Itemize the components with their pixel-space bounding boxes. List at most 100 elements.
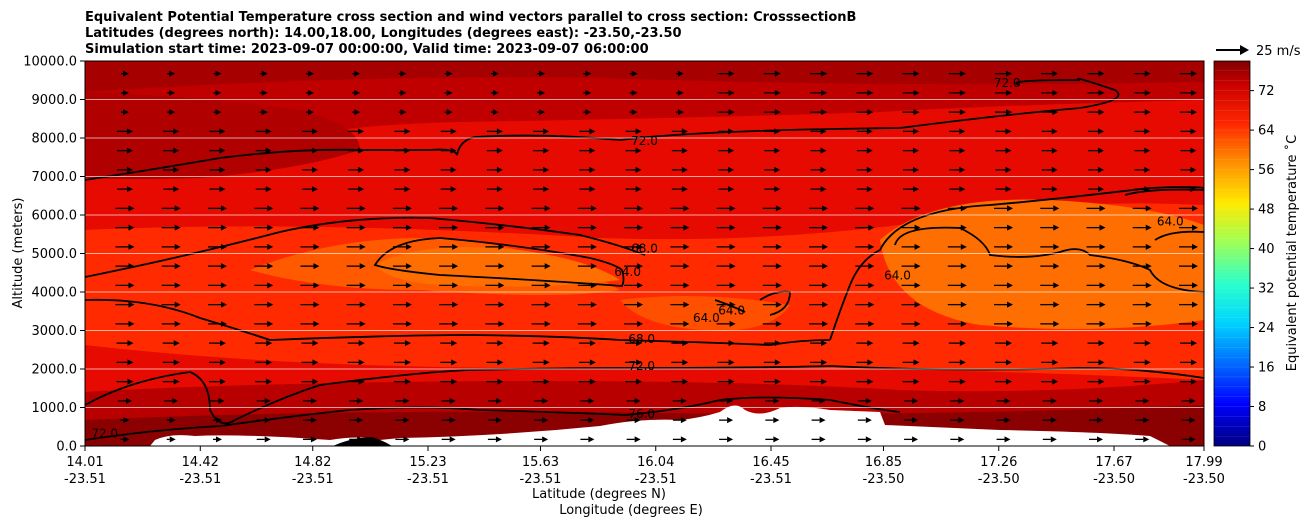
wind-vector — [1040, 282, 1060, 289]
wind-vector — [810, 89, 828, 96]
y-tick-label: 9000.0 — [32, 93, 78, 108]
wind-vector — [577, 224, 597, 231]
wind-vector — [903, 186, 920, 193]
chart-title-line-1: Equivalent Potential Temperature cross s… — [85, 10, 856, 25]
wind-vector — [392, 243, 412, 250]
wind-vector — [115, 243, 135, 250]
wind-vector — [393, 340, 411, 347]
wind-vector — [811, 417, 826, 424]
wind-vector — [855, 320, 875, 327]
wind-vector — [115, 263, 135, 270]
wind-vector — [346, 243, 366, 250]
wind-vector — [1180, 128, 1197, 135]
wind-vector — [254, 263, 274, 270]
wind-vector — [1132, 243, 1152, 250]
wind-vector — [856, 147, 873, 154]
x-axis-label-line-2: Longitude (degrees E) — [559, 503, 703, 518]
wind-vector — [902, 378, 920, 385]
wind-vector — [995, 147, 1012, 154]
wind-vector — [624, 243, 644, 250]
wind-vector — [947, 263, 967, 270]
wind-vector — [352, 70, 361, 77]
wind-vector — [856, 378, 874, 385]
x-axis: 14.01 -23.51 14.42 -23.51 14.82 -23.51 15.23 -2… — [64, 446, 1225, 487]
wind-vector — [811, 397, 826, 404]
wind-vector — [994, 263, 1014, 270]
wind-vector — [441, 417, 456, 424]
wind-vector — [302, 417, 317, 424]
wind-vector — [901, 282, 921, 289]
wind-vector — [1179, 263, 1199, 270]
wind-vector — [255, 378, 273, 385]
wind-vector — [810, 70, 828, 77]
wind-vector — [1041, 166, 1058, 173]
wind-vector — [392, 263, 412, 270]
y-tick-label: 6000.0 — [32, 209, 78, 224]
wind-vector — [577, 320, 597, 327]
wind-vector — [1135, 436, 1150, 443]
wind-vector — [305, 70, 314, 77]
wind-vector — [1179, 224, 1199, 231]
wind-vector — [486, 128, 503, 135]
wind-vector — [579, 128, 596, 135]
wind-vector — [1088, 128, 1105, 135]
wind-vector — [948, 70, 966, 77]
wind-vector — [1086, 224, 1106, 231]
wind-vector — [671, 166, 688, 173]
wind-vector — [115, 320, 135, 327]
wind-vector — [996, 436, 1011, 443]
terrain-black-island — [333, 437, 392, 446]
colorbar-ticks: 0 8 16 24 32 40 48 56 64 72 — [1250, 84, 1275, 455]
wind-vector — [1041, 128, 1058, 135]
wind-vector — [1133, 109, 1151, 116]
wind-vector — [164, 397, 179, 404]
wind-vector — [305, 89, 314, 96]
wind-vector — [255, 359, 273, 366]
wind-vector — [486, 186, 503, 193]
wind-vector — [1132, 320, 1152, 327]
wind-vector — [670, 301, 690, 308]
wind-vector — [300, 282, 320, 289]
wind-vector — [1181, 417, 1196, 424]
contour-72-lower — [85, 365, 1204, 425]
wind-vector — [116, 147, 133, 154]
wind-vector — [486, 147, 503, 154]
wind-vector — [904, 436, 919, 443]
x-tick-label-lat: 17.99 — [1185, 455, 1222, 470]
colorbar-tick-label: 64 — [1258, 124, 1275, 139]
wind-vector — [301, 186, 318, 193]
wind-vector — [440, 166, 457, 173]
wind-vector — [764, 186, 781, 193]
wind-vector — [256, 397, 271, 404]
wind-vector — [995, 340, 1013, 347]
x-tick-label-lon: -23.50 — [863, 472, 905, 487]
wind-vector — [485, 320, 505, 327]
wind-vector — [1180, 340, 1198, 347]
wind-vector — [392, 320, 412, 327]
wind-vector — [1180, 166, 1197, 173]
wind-vector — [763, 70, 781, 77]
wind-vector — [763, 109, 781, 116]
wind-vector — [440, 359, 458, 366]
wind-vector — [995, 89, 1013, 96]
y-tick-label: 5000.0 — [32, 247, 78, 262]
wind-vector — [810, 378, 828, 385]
wind-vector — [580, 436, 595, 443]
wind-vector — [577, 301, 597, 308]
wind-vector — [577, 205, 597, 212]
wind-vector — [1040, 320, 1060, 327]
wind-vector — [162, 378, 180, 385]
wind-vector — [487, 397, 502, 404]
wind-vector — [672, 397, 687, 404]
wind-vector — [1042, 397, 1057, 404]
wind-vector — [762, 282, 782, 289]
wind-vector — [1040, 301, 1060, 308]
contour-label: 64.0 — [884, 269, 911, 283]
wind-vector — [120, 109, 129, 116]
wind-vector — [675, 109, 684, 116]
wind-vector — [1179, 243, 1199, 250]
wind-vector — [950, 417, 965, 424]
contour-68-right — [829, 186, 1204, 341]
wind-vector — [625, 340, 643, 347]
